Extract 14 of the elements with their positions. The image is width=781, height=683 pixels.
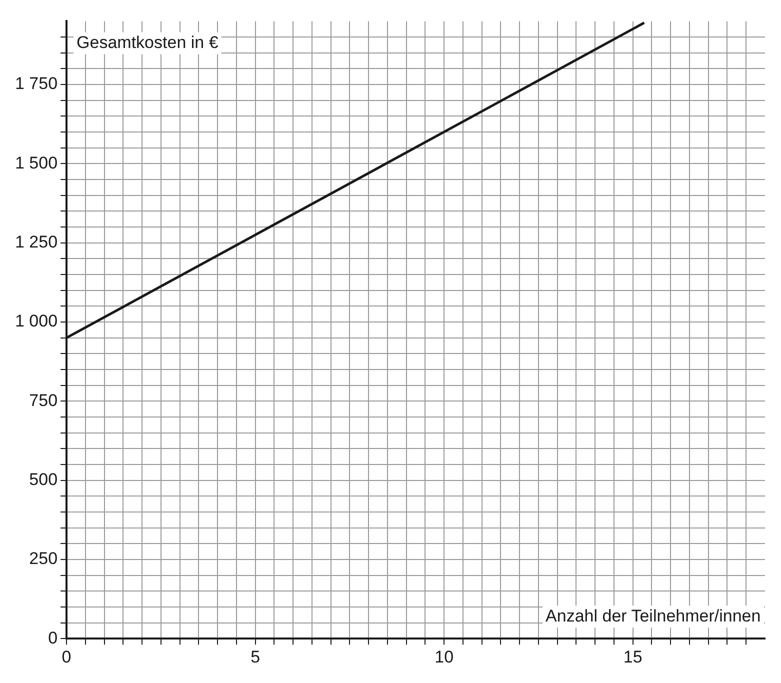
x-tick-label: 5 <box>250 647 260 666</box>
y-axis-title: Gesamtkosten in € <box>76 32 219 52</box>
y-tick-label: 250 <box>29 549 58 568</box>
x-tick-label: 10 <box>434 647 454 666</box>
x-tick-label: 0 <box>62 647 72 666</box>
y-tick-label: 1 500 <box>14 153 58 172</box>
y-tick-label: 1 750 <box>14 74 58 94</box>
x-tick-label: 15 <box>623 647 642 666</box>
y-tick-label: 1 250 <box>14 232 58 252</box>
y-tick-label: 750 <box>29 390 58 410</box>
x-axis-title: Anzahl der Teilnehmer/innen <box>546 606 761 626</box>
y-tick-label: 1 000 <box>14 312 58 331</box>
y-tick-label: 0 <box>48 628 58 648</box>
y-tick-label: 500 <box>29 470 58 489</box>
